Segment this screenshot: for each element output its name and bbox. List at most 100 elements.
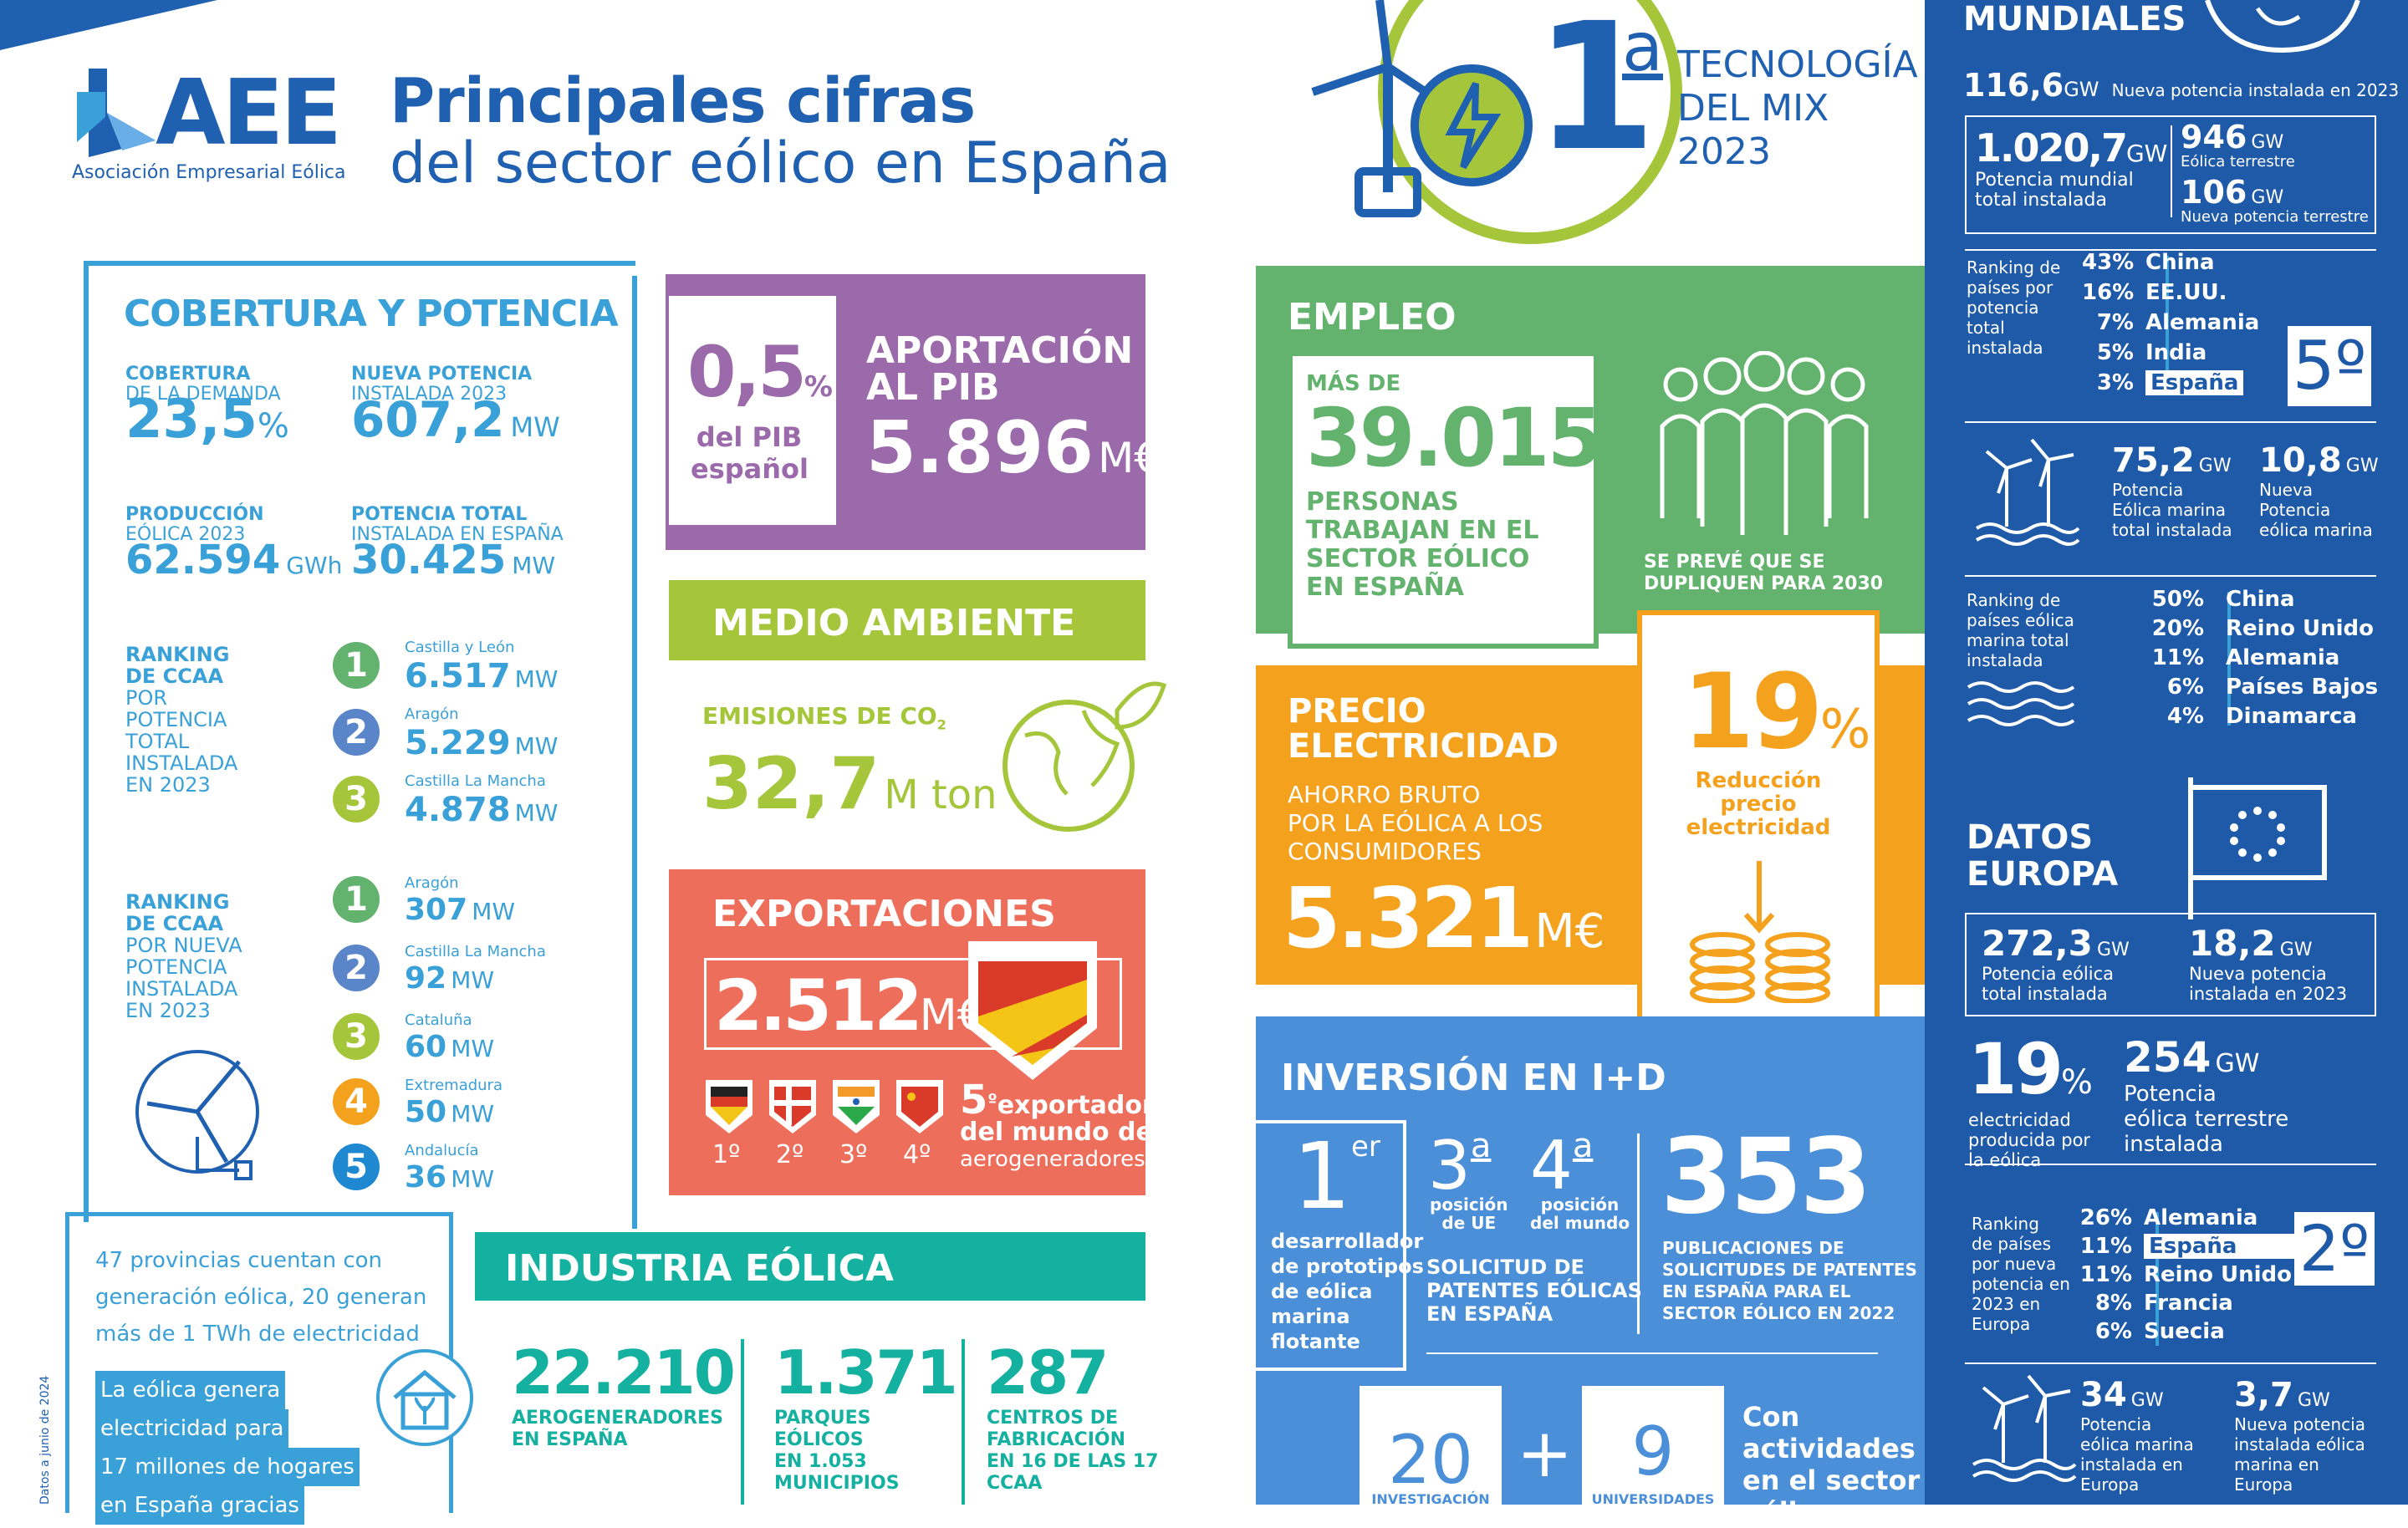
- page-title: Principales cifras: [390, 65, 976, 137]
- pib-percent: 0,5%: [687, 331, 833, 413]
- divider: [1965, 575, 2376, 577]
- europa-total: 272,3 GW Potencia eólica total instalada: [1982, 923, 2130, 1004]
- export-value-box: [704, 958, 1122, 1050]
- emisiones-label: EMISIONES DE CO2: [702, 702, 946, 733]
- coins-arrow-icon: [1690, 861, 1830, 1003]
- parques-eolicos: 1.371 PARQUES EÓLICOS EN 1.053 MUNICIPIOS: [774, 1337, 958, 1494]
- publicaciones-label: PUBLICACIONES DE SOLICITUDES DE PATENTES E…: [1662, 1238, 1917, 1323]
- marina-total: 75,2 GW Potencia Eólica marina total insta…: [2112, 441, 2232, 540]
- ranking-mundial-list: 43% China 16% EE.UU. 7% Alemania 5% India 3%…: [2082, 247, 2259, 398]
- logo-subtitle: Asociación Empresarial Eólica: [72, 162, 346, 183]
- globe-icon: [2205, 0, 2360, 53]
- europa-rank-position-box: [2294, 1212, 2375, 1286]
- fourth-rank-label: posición del mundo: [1530, 1194, 1630, 1233]
- precio-value: 5.321 M€: [1283, 869, 1605, 967]
- eu-flag-icon: [2188, 777, 2327, 919]
- export-flags-icons: [706, 1080, 943, 1133]
- ranking-line: [2155, 1212, 2159, 1346]
- cobertura-demanda: COBERTURA DE LA DEMANDA 23,5%: [125, 364, 289, 451]
- centros-inv-label: INVESTIGACIÓN: [1371, 1491, 1490, 1507]
- pib-inner: [669, 296, 836, 525]
- ranking-item: 1 Aragón 307 MW: [333, 874, 617, 943]
- produccion-eolica: PRODUCCIÓN EÓLICA 2023 62.594 GWh: [125, 504, 343, 583]
- ranking-row: 7% Alemania: [2096, 310, 2260, 335]
- plus-sign: +: [1517, 1414, 1574, 1492]
- ranking-row: 26% Alemania: [2079, 1205, 2258, 1230]
- pib-label: del PIB español: [691, 421, 809, 485]
- divider: [2171, 125, 2172, 217]
- wind-plug-icon: [135, 1050, 259, 1180]
- divider: [962, 1339, 965, 1505]
- ranking-ccaa-nueva-label: RANKING DE CCAA POR NUEVA POTENCIA INSTALAD…: [125, 890, 242, 1022]
- europa-rank-position: 2º: [2298, 1211, 2370, 1286]
- people-group-icon: [1660, 351, 1869, 535]
- denmark-flag-icon: [769, 1080, 816, 1133]
- ranking-row: 6% Países Bajos: [2166, 675, 2379, 700]
- precio-title: PRECIO ELECTRICIDAD: [1288, 692, 1559, 766]
- reduccion-percent: 19%: [1682, 652, 1871, 772]
- pib-amount: 5.896 M€: [866, 406, 1161, 490]
- europa-marina-nueva: 3,7 GW Nueva potencia instalada eólica mar…: [2234, 1376, 2365, 1495]
- publicaciones-value: 353: [1661, 1117, 1872, 1237]
- ranking-ccaa-total-label: RANKING DE CCAA POR POTENCIA TOTAL INSTALADA…: [125, 643, 238, 797]
- europa-terrestre: 254 GW Potencia eólica terrestre instalada: [2124, 1033, 2289, 1157]
- ranking-row: 43% China: [2082, 250, 2215, 275]
- divider: [1965, 249, 2376, 251]
- emisiones-value: 32,7 M ton: [702, 742, 997, 826]
- cobertura-title: COBERTURA Y POTENCIA: [124, 293, 619, 335]
- europa-title: DATOS EUROPA: [1967, 818, 2119, 894]
- europa-total-box: [1965, 913, 2376, 1016]
- inversion-title: INVERSIÓN EN I+D: [1281, 1057, 1666, 1099]
- fourth-rank: 4a: [1530, 1127, 1594, 1205]
- medio-ambiente-bar: [669, 580, 1145, 660]
- centros-inv-box: [1360, 1386, 1502, 1511]
- europa-percent: 19% electricidad producida por la eólica: [1968, 1028, 2093, 1170]
- offshore-wind-icon: [1975, 438, 2080, 546]
- divider: [1965, 1164, 2376, 1165]
- ranking-row-highlight: 11% España: [2072, 1232, 2296, 1261]
- ranking-marina-label: Ranking de países eólica marina total insta…: [1967, 590, 2074, 670]
- export-value: 2.512M€: [714, 965, 985, 1047]
- empleo-note: SE PREVÉ QUE SE DUPLIQUEN PARA 2030: [1644, 552, 1884, 594]
- ranking-marina-list: 50% China 20% Reino Unido 11% Alemania 6% Pa…: [2149, 585, 2378, 731]
- mundial-total: 1.020,7GW Potencia mundial total instalad…: [1975, 125, 2168, 211]
- europa-marina-total: 34 GW Potencia eólica marina instalada en E…: [2080, 1376, 2194, 1495]
- rank-position-box: [2288, 326, 2371, 406]
- exportaciones-title: EXPORTACIONES: [712, 893, 1056, 935]
- tech-rank-sup: a: [1622, 8, 1664, 86]
- ranking-row: 4% Dinamarca: [2166, 704, 2357, 729]
- provincias-text: 47 provincias cuentan con generación eóli…: [95, 1248, 427, 1347]
- europa-ranking-label: Ranking de países por nueva potencia en 2023…: [1972, 1214, 2070, 1334]
- ranking-ccaa-total-list: 1 Castilla y León 6.517 MW 2 Aragón 5.22…: [333, 639, 617, 839]
- divider: [1965, 1362, 2376, 1364]
- ranking-item: 3 Cataluña 60 MW: [333, 1011, 617, 1077]
- nueva-mundial: 116,6GW Nueva potencia instalada en 2023: [1963, 67, 2400, 104]
- hogares-text: La eólica genera electricidad para 17 mi…: [95, 1371, 360, 1525]
- logo-arrow-icon: [77, 69, 156, 157]
- ranking-mundial-label: Ranking de países por potencia total instala…: [1967, 257, 2061, 358]
- ranking-row: 20% Reino Unido: [2151, 616, 2374, 641]
- ranking-row-highlight: 3% España: [2082, 368, 2259, 398]
- empleo-value: MÁS DE 39.015 PERSONAS TRABAJAN EN EL SE…: [1306, 371, 1603, 602]
- universidades-box: [1582, 1386, 1724, 1511]
- ranking-item: 4 Extremadura 50 MW: [333, 1077, 617, 1142]
- third-rank-label: posición de UE: [1430, 1194, 1508, 1233]
- industria-title: INDUSTRIA EÓLICA: [505, 1247, 894, 1290]
- germany-flag-icon: [706, 1080, 752, 1133]
- medio-ambiente-title: MEDIO AMBIENTE: [712, 602, 1076, 644]
- waves-icon: [1967, 681, 2075, 726]
- rank-position: 5º: [2292, 327, 2367, 405]
- china-flag-icon: [896, 1080, 943, 1133]
- mundiales-title: MUNDIALES: [1963, 0, 2186, 38]
- cobertura-border-top: [84, 261, 635, 266]
- aee-logo[interactable]: AEE Asociación Empresarial Eólica: [72, 67, 348, 184]
- ranking-row: 50% China: [2151, 587, 2295, 612]
- empleo-inner: [1288, 351, 1599, 649]
- potencia-total: POTENCIA TOTAL INSTALADA EN ESPAÑA 30.425…: [351, 504, 564, 583]
- cobertura-border-right: [632, 276, 637, 1229]
- ranking-item: 2 Castilla La Mancha 92 MW: [333, 943, 617, 1011]
- third-rank: 3a: [1428, 1127, 1492, 1205]
- prototipos-label: desarrollador de prototipos de eólica marin…: [1271, 1230, 1424, 1353]
- mundial-terrestre: 946 GW Eólica terrestre 106 GW Nueva pot…: [2181, 119, 2369, 226]
- ranking-item: 5 Andalucía 36 MW: [333, 1142, 617, 1207]
